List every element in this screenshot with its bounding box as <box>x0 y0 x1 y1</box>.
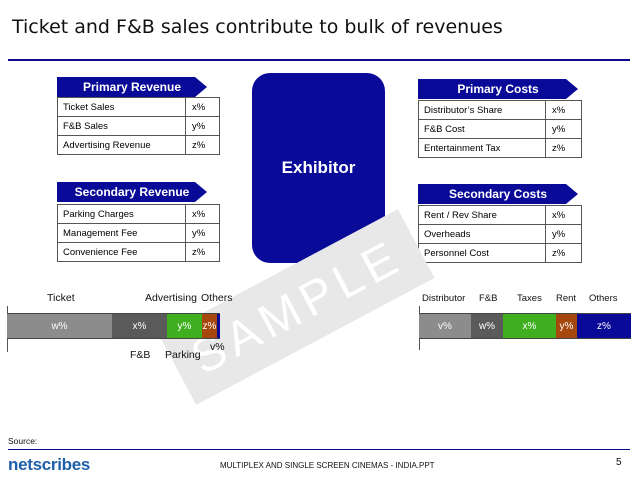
primary-revenue-header: Primary Revenue <box>57 77 207 97</box>
row-value: y% <box>185 116 220 136</box>
table-row: Management Fee y% <box>57 223 220 243</box>
row-label: Parking Charges <box>57 204 186 224</box>
netscribes-logo: netscribes <box>8 455 91 474</box>
row-value: y% <box>545 119 582 139</box>
cost-seg-rent: y% <box>556 314 577 338</box>
table-row: Distributor’s Share x% <box>418 100 582 120</box>
rev-seg-ticket: w% <box>7 314 112 338</box>
cost-seg-distributor: v% <box>419 314 471 338</box>
cost-seg-others: z% <box>577 314 631 338</box>
row-label: Rent / Rev Share <box>418 205 546 225</box>
row-label: Personnel Cost <box>418 243 546 263</box>
rev-seg-parking: y% <box>167 314 202 338</box>
row-label: Advertising Revenue <box>57 135 186 155</box>
cost-label-rent: Rent <box>556 293 577 304</box>
row-label: F&B Cost <box>418 119 546 139</box>
rev-label-ticket: Ticket <box>47 292 75 304</box>
rev-seg-fnb: x% <box>112 314 167 338</box>
primary-costs-table: Distributor’s Share x% F&B Cost y% Enterta… <box>418 100 582 158</box>
row-label: Management Fee <box>57 223 186 243</box>
row-label: Convenience Fee <box>57 242 186 262</box>
rev-label-v: v% <box>210 341 225 353</box>
source-note: Source: <box>8 436 38 446</box>
rev-seg-others <box>217 314 220 338</box>
table-row: Convenience Fee z% <box>57 242 220 262</box>
row-value: x% <box>545 205 582 225</box>
cost-label-distributor: Distributor <box>422 293 466 304</box>
row-value: y% <box>545 224 582 244</box>
cost-seg-taxes: x% <box>503 314 556 338</box>
revenue-stacked-bar: w% x% y% z% <box>7 313 220 339</box>
secondary-costs-table: Rent / Rev Share x% Overheads y% Personnel… <box>418 205 582 263</box>
row-label: Ticket Sales <box>57 97 186 117</box>
secondary-revenue-table: Parking Charges x% Management Fee y% Conve… <box>57 204 220 262</box>
row-label: Entertainment Tax <box>418 138 546 158</box>
row-value: x% <box>545 100 582 120</box>
table-row: Overheads y% <box>418 224 582 244</box>
exhibitor-label: Exhibitor <box>281 158 356 177</box>
secondary-costs-header: Secondary Costs <box>418 184 578 204</box>
cost-label-fnb: F&B <box>479 293 498 304</box>
document-title: MULTIPLEX AND SINGLE SCREEN CINEMAS - IN… <box>220 461 435 470</box>
cost-seg-fnb: w% <box>471 314 503 338</box>
table-row: Ticket Sales x% <box>57 97 220 117</box>
table-row: Parking Charges x% <box>57 204 220 224</box>
page-title: Ticket and F&B sales contribute to bulk … <box>12 16 503 38</box>
row-value: x% <box>185 97 220 117</box>
cost-label-taxes: Taxes <box>517 293 542 304</box>
rev-seg-advertising: z% <box>202 314 217 338</box>
row-value: y% <box>185 223 220 243</box>
cost-stacked-bar: v% w% x% y% z% <box>419 313 631 339</box>
row-value: z% <box>545 138 582 158</box>
row-value: z% <box>545 243 582 263</box>
row-value: z% <box>185 135 220 155</box>
table-row: Entertainment Tax z% <box>418 138 582 158</box>
table-row: Advertising Revenue z% <box>57 135 220 155</box>
footer-divider <box>8 449 630 450</box>
page-number: 5 <box>616 457 622 468</box>
primary-revenue-table: Ticket Sales x% F&B Sales y% Advertising R… <box>57 97 220 155</box>
row-label: F&B Sales <box>57 116 186 136</box>
table-row: Personnel Cost z% <box>418 243 582 263</box>
row-value: z% <box>185 242 220 262</box>
rev-label-advertising: Advertising <box>145 292 197 304</box>
row-value: x% <box>185 204 220 224</box>
primary-costs-header: Primary Costs <box>418 79 578 99</box>
title-divider <box>8 59 630 61</box>
cost-label-others: Others <box>589 293 618 304</box>
table-row: Rent / Rev Share x% <box>418 205 582 225</box>
table-row: F&B Cost y% <box>418 119 582 139</box>
exhibitor-box: Exhibitor <box>252 73 385 263</box>
rev-label-parking: Parking <box>165 349 201 361</box>
rev-label-fnb: F&B <box>130 349 151 361</box>
row-label: Distributor’s Share <box>418 100 546 120</box>
table-row: F&B Sales y% <box>57 116 220 136</box>
rev-label-others: Others <box>201 292 233 304</box>
secondary-revenue-header: Secondary Revenue <box>57 182 207 202</box>
row-label: Overheads <box>418 224 546 244</box>
